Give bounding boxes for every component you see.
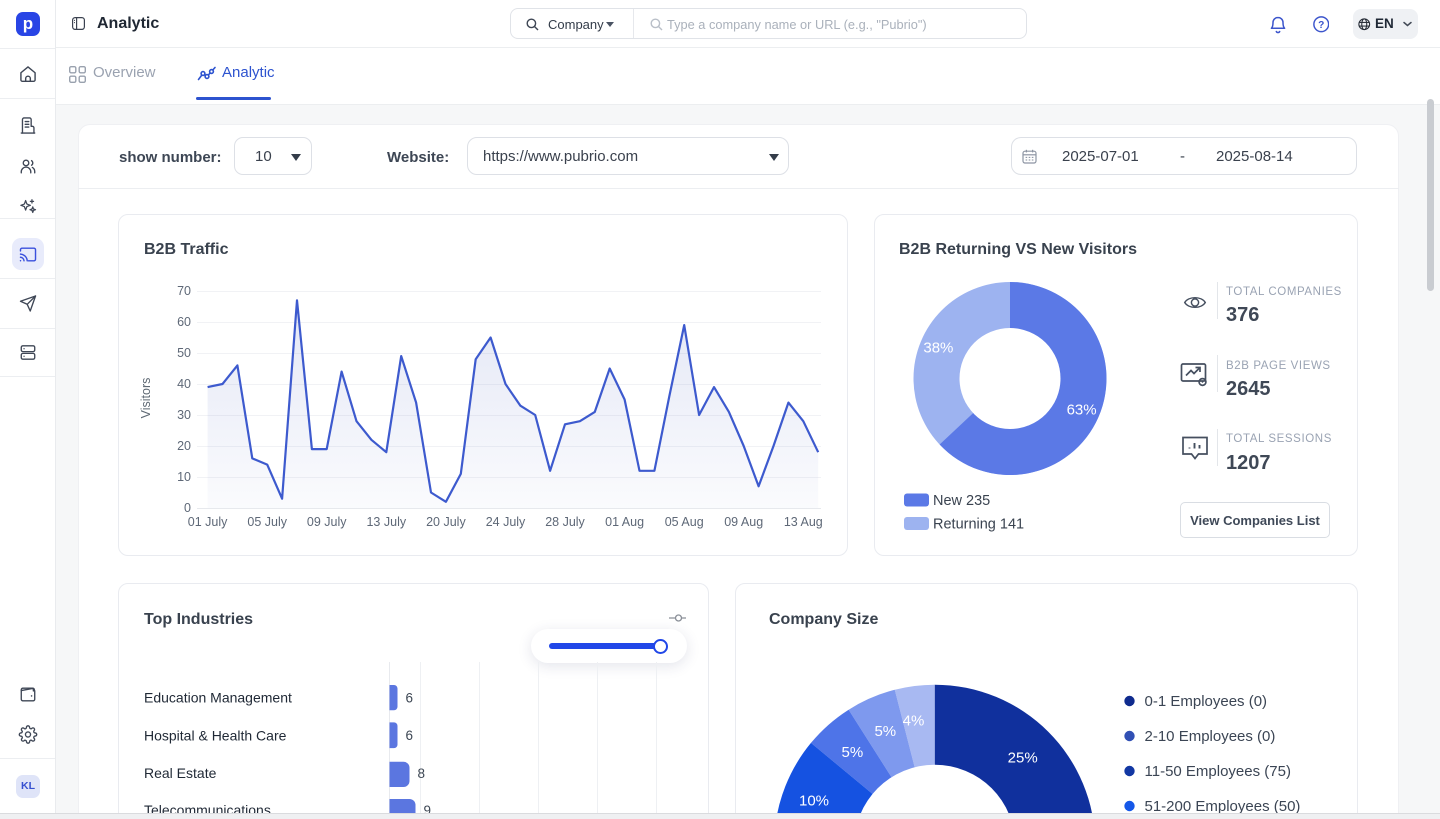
svg-text:Hospital & Health Care: Hospital & Health Care [144,728,287,744]
svg-text:New 235: New 235 [933,493,990,509]
svg-text:63%: 63% [1067,402,1097,419]
svg-text:30: 30 [177,408,191,422]
svg-text:Visitors: Visitors [139,378,153,419]
svg-text:6: 6 [406,728,414,743]
svg-text:Returning 141: Returning 141 [933,517,1024,533]
svg-text:70: 70 [177,284,191,298]
svg-text:6: 6 [406,691,414,706]
svg-text:28 July: 28 July [545,515,585,529]
svg-text:20: 20 [177,439,191,453]
svg-text:?: ? [1318,20,1324,31]
svg-text:9: 9 [424,803,432,818]
svg-text:09 July: 09 July [307,515,347,529]
svg-text:Real Estate: Real Estate [144,765,217,781]
svg-text:20 July: 20 July [426,515,466,529]
svg-text:2-10 Employees (0): 2-10 Employees (0) [1145,728,1276,745]
svg-text:4%: 4% [903,713,925,730]
svg-text:09 Aug: 09 Aug [724,515,763,529]
svg-text:10: 10 [177,470,191,484]
svg-text:13 July: 13 July [366,515,406,529]
svg-text:10%: 10% [799,793,829,810]
svg-text:8: 8 [418,766,426,781]
svg-text:13 Aug: 13 Aug [784,515,823,529]
svg-text:5%: 5% [842,744,864,761]
svg-text:24 July: 24 July [486,515,526,529]
svg-text:5%: 5% [874,723,896,740]
svg-text:51-200 Employees (50): 51-200 Employees (50) [1145,798,1301,815]
svg-text:11-50 Employees (75): 11-50 Employees (75) [1145,763,1291,780]
svg-text:05 July: 05 July [247,515,287,529]
svg-text:01 July: 01 July [188,515,228,529]
svg-text:01 Aug: 01 Aug [605,515,644,529]
svg-text:25%: 25% [1008,749,1038,766]
svg-text:38%: 38% [923,340,953,357]
svg-text:0: 0 [184,501,191,515]
svg-text:0-1 Employees (0): 0-1 Employees (0) [1145,693,1268,710]
svg-text:Education Management: Education Management [144,690,292,706]
svg-text:40: 40 [177,377,191,391]
svg-text:50: 50 [177,346,191,360]
svg-text:05 Aug: 05 Aug [665,515,704,529]
svg-text:60: 60 [177,315,191,329]
